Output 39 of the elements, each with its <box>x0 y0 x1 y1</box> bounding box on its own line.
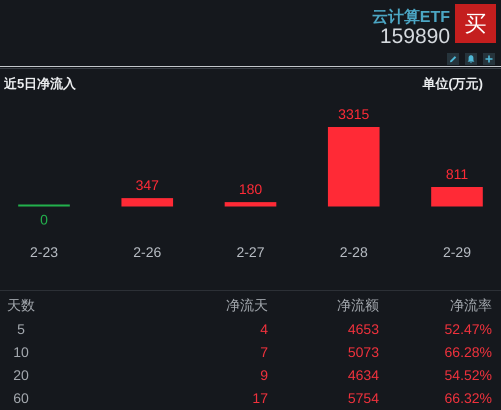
data-label: 347 <box>136 177 160 194</box>
y-axis-title: 单位(万元) <box>422 75 483 93</box>
text: 52.47% <box>444 321 492 337</box>
text: 云计算ETF <box>372 8 450 28</box>
x-tick-label: 2-29 <box>442 244 472 260</box>
text: 4 <box>260 321 268 337</box>
data-label: 3315 <box>338 106 370 122</box>
text: 7 <box>260 344 268 360</box>
chart-title: 近5日净流入 <box>4 75 76 93</box>
bar <box>328 127 380 206</box>
text: 4634 <box>348 367 379 383</box>
x-tick-label: 2-26 <box>133 244 162 260</box>
x-tick-label: 2-27 <box>236 244 265 260</box>
text: 净流额 <box>337 297 379 315</box>
data-label: 180 <box>238 181 262 198</box>
buy-button[interactable]: 买 <box>455 4 496 43</box>
text: 天数 <box>6 297 36 315</box>
text: 净流天 <box>226 297 268 315</box>
text: 66.28% <box>444 344 492 360</box>
text: 4653 <box>348 321 379 337</box>
text: 5073 <box>348 344 379 360</box>
text: 10 <box>12 344 30 360</box>
data-label: 811 <box>446 166 468 182</box>
text: 净流率 <box>450 297 492 315</box>
text: 17 <box>252 390 268 406</box>
data-label: 0 <box>40 211 48 228</box>
text: 159890 <box>380 25 450 49</box>
bar <box>121 198 174 206</box>
bar <box>431 187 483 206</box>
x-tick-label: 2-23 <box>30 244 58 260</box>
text: 20 <box>12 367 30 383</box>
text: 60 <box>12 390 30 406</box>
text: 5754 <box>348 390 379 406</box>
text: 9 <box>260 367 268 383</box>
text: 66.32% <box>444 390 492 406</box>
x-tick-label: 2-28 <box>340 244 368 260</box>
text: 5 <box>16 321 26 337</box>
bar <box>224 202 276 206</box>
text: 54.52% <box>444 367 492 383</box>
